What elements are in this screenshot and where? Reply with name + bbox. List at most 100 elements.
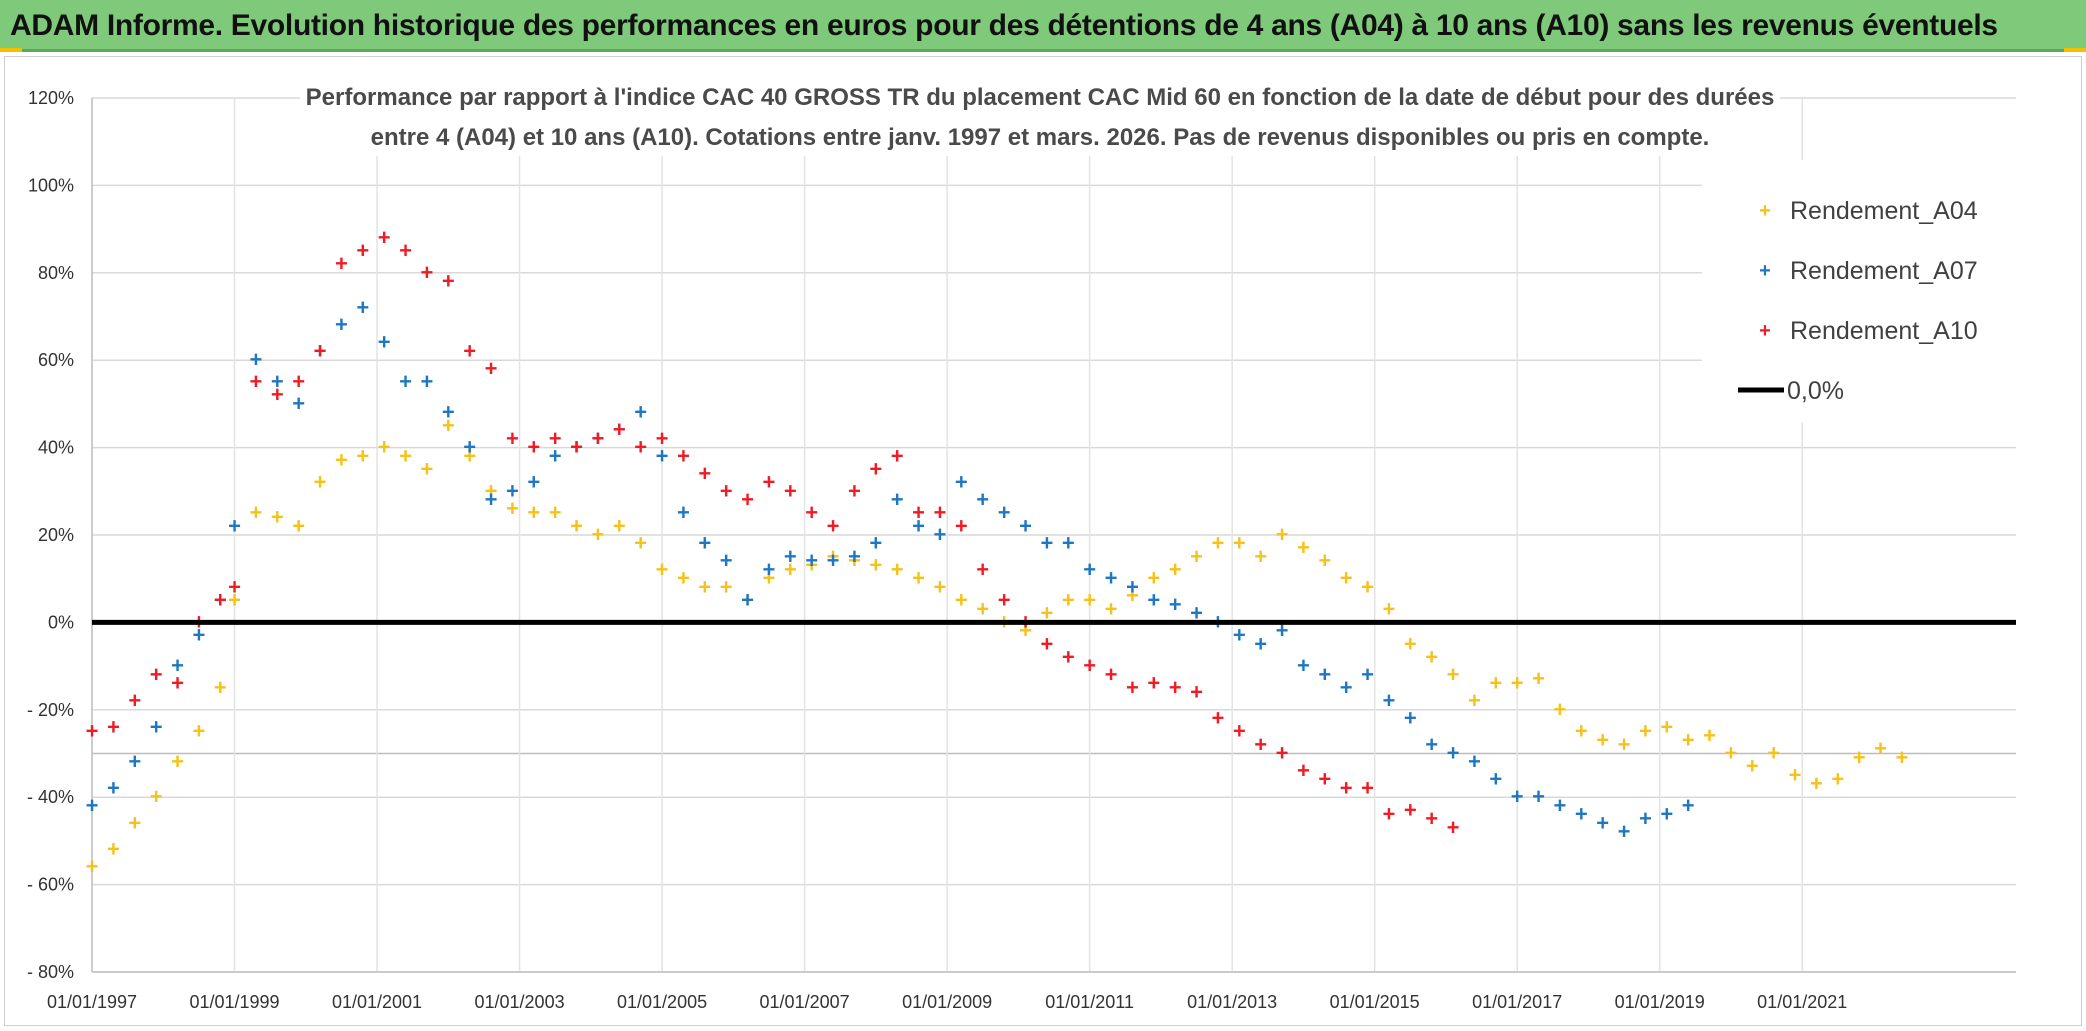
data-point: +	[1874, 736, 1887, 761]
data-point: +	[656, 443, 669, 468]
x-tick-label: 01/01/2013	[1187, 992, 1277, 1012]
x-tick-label: 01/01/2017	[1472, 992, 1562, 1012]
data-point: +	[805, 548, 818, 573]
data-point: +	[1062, 531, 1075, 556]
data-point: +	[784, 478, 797, 503]
data-point: +	[1361, 574, 1374, 599]
x-tick-label: 01/01/2015	[1330, 992, 1420, 1012]
data-point: +	[1639, 806, 1652, 831]
y-tick-label: 100%	[28, 175, 74, 195]
data-point: +	[1447, 662, 1460, 687]
data-point: +	[1126, 675, 1139, 700]
data-point: +	[955, 588, 968, 613]
data-point: +	[228, 513, 241, 538]
data-point: +	[549, 426, 562, 451]
data-point: +	[249, 347, 262, 372]
x-tick-label: 01/01/2011	[1045, 992, 1134, 1012]
data-point: +	[763, 557, 776, 582]
data-point: +	[249, 369, 262, 394]
data-point: +	[955, 470, 968, 495]
data-point: +	[1297, 653, 1310, 678]
data-point: +	[1660, 802, 1673, 827]
data-point: +	[634, 435, 647, 460]
data-point: +	[356, 238, 369, 263]
legend-item-a10: + Rendement_A10	[1759, 317, 1977, 345]
data-point: +	[1211, 531, 1224, 556]
x-tick-label: 01/01/2007	[760, 992, 850, 1012]
y-tick-label: 20%	[38, 525, 74, 545]
data-point: +	[485, 478, 498, 503]
data-point: +	[1147, 671, 1160, 696]
data-point: +	[1190, 544, 1203, 569]
legend: + Rendement_A04 + Rendement_A07 + Rendem…	[1702, 160, 2022, 422]
data-point: +	[1382, 802, 1395, 827]
report-banner: ADAM Informe. Evolution historique des p…	[0, 0, 2086, 52]
y-tick-label: - 40%	[27, 787, 74, 807]
legend-label-a04: Rendement_A04	[1790, 197, 1978, 225]
data-point: +	[399, 238, 412, 263]
y-axis-ticks: 120% 100% 80% 60% 40% 20% 0% - 20% - 40% - 60% - 8…	[27, 88, 74, 982]
data-point: +	[399, 369, 412, 394]
legend-label-zero: 0,0%	[1787, 377, 1844, 405]
data-point: +	[463, 435, 476, 460]
data-point: +	[1639, 719, 1652, 744]
data-point: +	[1254, 631, 1267, 656]
data-point: +	[1254, 732, 1267, 757]
data-point: +	[698, 574, 711, 599]
data-point: +	[720, 574, 733, 599]
data-point: +	[784, 544, 797, 569]
y-tick-label: 60%	[38, 350, 74, 370]
data-point: +	[171, 671, 184, 696]
data-point: +	[1382, 596, 1395, 621]
data-point: +	[869, 553, 882, 578]
data-point: +	[150, 784, 163, 809]
data-point: +	[527, 435, 540, 460]
data-point: +	[420, 369, 433, 394]
y-tick-label: - 80%	[27, 962, 74, 982]
data-point: +	[271, 382, 284, 407]
data-point: +	[128, 688, 141, 713]
y-tick-label: - 20%	[27, 700, 74, 720]
data-point: +	[891, 443, 904, 468]
data-point: +	[420, 260, 433, 285]
data-point: +	[1233, 531, 1246, 556]
data-point: +	[1105, 596, 1118, 621]
data-point: +	[1404, 797, 1417, 822]
data-point: +	[1340, 775, 1353, 800]
data-point: +	[848, 544, 861, 569]
data-point: +	[1468, 688, 1481, 713]
data-point: +	[1233, 623, 1246, 648]
data-point: +	[1147, 566, 1160, 591]
data-point: +	[955, 513, 968, 538]
data-point: +	[1447, 741, 1460, 766]
x-tick-label: 01/01/1997	[47, 992, 137, 1012]
data-point: +	[128, 810, 141, 835]
data-point: +	[1425, 644, 1438, 669]
data-point: +	[192, 719, 205, 744]
x-tick-label: 01/01/1999	[189, 992, 279, 1012]
data-point: +	[335, 448, 348, 473]
data-point: +	[249, 500, 262, 525]
data-point: +	[1810, 771, 1823, 796]
data-point: +	[720, 478, 733, 503]
data-point: +	[656, 557, 669, 582]
corner-accent-left	[0, 48, 22, 52]
y-tick-label: 120%	[28, 88, 74, 108]
data-point: +	[1554, 697, 1567, 722]
data-point: +	[1660, 714, 1673, 739]
data-point: +	[698, 531, 711, 556]
legend-item-zero: 0,0%	[1738, 377, 1844, 405]
data-point: +	[912, 513, 925, 538]
data-point: +	[1340, 566, 1353, 591]
data-point: +	[485, 487, 498, 512]
series-rendement-a04: + + + + + + + + + + + + + + + + + + + + + + + + + + + + + + + + + + + + + + + +…	[86, 413, 1909, 879]
data-point: +	[1169, 675, 1182, 700]
data-point: +	[1361, 662, 1374, 687]
data-point: +	[1703, 723, 1716, 748]
data-point: +	[592, 426, 605, 451]
x-tick-label: 01/01/2005	[617, 992, 707, 1012]
data-point: +	[805, 500, 818, 525]
data-point: +	[934, 574, 947, 599]
data-point: +	[848, 478, 861, 503]
